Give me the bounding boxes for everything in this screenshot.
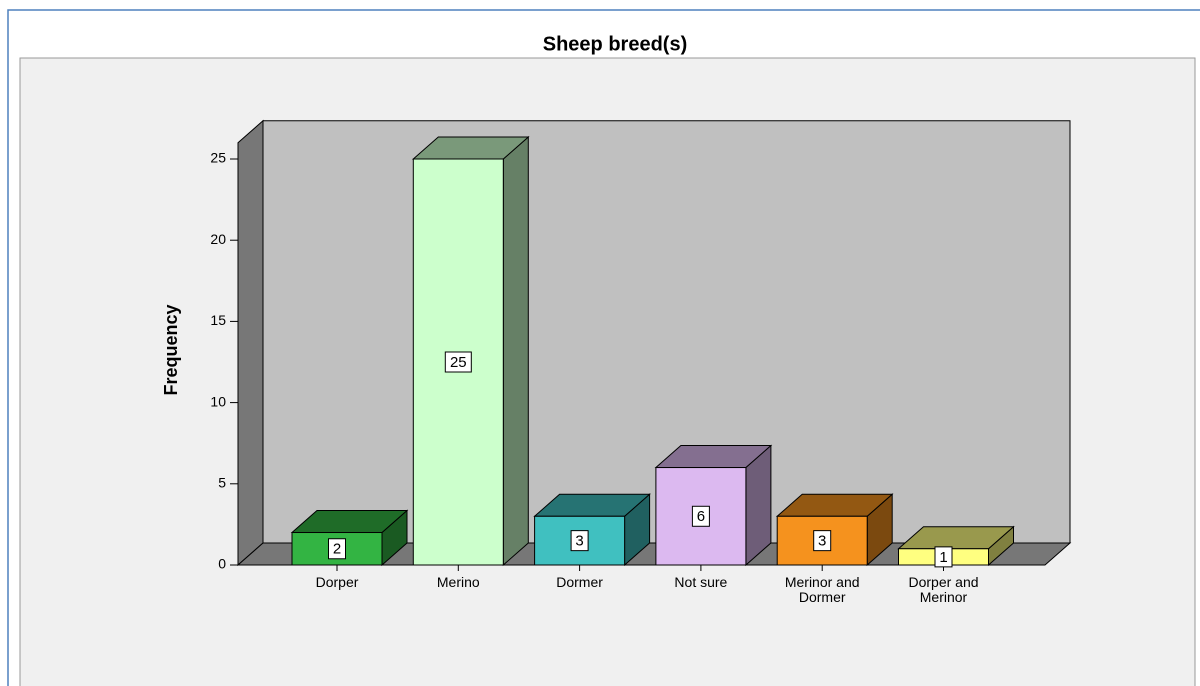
value-label-box [813, 530, 832, 552]
x-tick-label: Dorper and Merinor [908, 574, 979, 605]
y-tick-label: 20 [210, 231, 226, 247]
value-label: 3 [818, 533, 826, 550]
x-tick-label: Merino [436, 574, 480, 590]
x-tick-label: Merinor and Dormer [784, 574, 860, 605]
value-label-box [328, 538, 346, 560]
value-label-box [444, 351, 472, 373]
x-tick-label: Not sure [674, 574, 728, 590]
y-tick-label: 25 [210, 150, 226, 166]
value-label: 1 [939, 549, 947, 566]
side-wall [237, 119, 264, 567]
value-label: 3 [575, 533, 583, 550]
y-tick-label: 0 [218, 556, 226, 572]
x-tick-label: Dormer [556, 574, 603, 590]
y-tick-label: 5 [218, 475, 226, 491]
bar-side [502, 135, 529, 567]
value-label-box [934, 546, 953, 568]
bar [534, 515, 626, 566]
value-label: 2 [333, 541, 341, 558]
value-label: 25 [450, 354, 467, 371]
value-label-box [570, 530, 589, 552]
y-axis-label: Frequency [161, 304, 181, 395]
y-tick-label: 10 [210, 393, 226, 409]
x-tick-label: Dorper [315, 574, 359, 590]
chart-title: Sheep breed(s) [543, 33, 687, 55]
value-label: 6 [697, 508, 705, 525]
value-label-box [691, 505, 710, 527]
y-tick-label: 15 [210, 312, 226, 328]
